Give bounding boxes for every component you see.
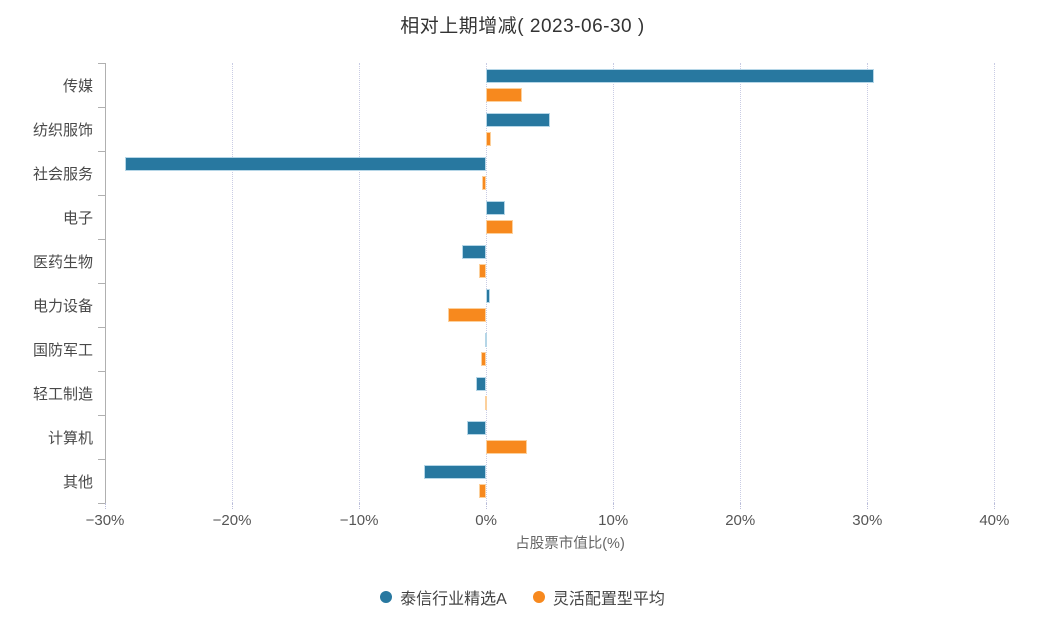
bar-series1 <box>481 352 487 366</box>
x-tick-label: 0% <box>475 512 497 529</box>
bar-series0 <box>467 421 487 435</box>
gridline <box>613 63 615 503</box>
legend-dot-icon <box>532 591 545 603</box>
bar-series0 <box>486 69 874 83</box>
x-tick-label: 30% <box>852 512 883 529</box>
category-label: 国防军工 <box>32 341 93 359</box>
bar-series1 <box>484 396 487 410</box>
y-axis-tick <box>98 63 105 64</box>
bar-series1 <box>486 132 492 146</box>
gridline <box>486 63 488 503</box>
gridline <box>359 63 361 503</box>
x-tick-label: 40% <box>979 512 1010 529</box>
y-axis-tick <box>98 107 105 108</box>
chart-title: 相对上期增减( 2023-06-30 ) <box>400 16 645 37</box>
x-axis-tick <box>740 503 742 509</box>
gridline <box>740 63 742 503</box>
bar-series0 <box>125 157 487 171</box>
category-label: 传媒 <box>62 77 93 95</box>
y-axis-tick <box>98 151 105 152</box>
gridline <box>867 63 869 503</box>
x-tick-label: −30% <box>85 512 125 529</box>
x-axis-tick <box>232 503 234 509</box>
category-label: 纺织服饰 <box>32 121 93 139</box>
x-tick-label: 20% <box>725 512 756 529</box>
category-label: 计算机 <box>47 429 93 447</box>
bar-series1 <box>486 440 527 454</box>
x-tick-label: −20% <box>212 512 252 529</box>
legend-dot-icon <box>380 591 393 603</box>
x-axis-tick <box>486 503 488 509</box>
legend: 泰信行业精选A 灵活配置型平均 <box>0 585 1045 609</box>
x-axis-tick <box>613 503 615 509</box>
bar-series0 <box>484 333 487 347</box>
category-label: 轻工制造 <box>32 385 93 403</box>
y-axis-tick <box>98 283 105 284</box>
bar-series1 <box>478 264 487 278</box>
legend-item-series-0[interactable]: 泰信行业精选A <box>380 585 507 609</box>
category-label: 医药生物 <box>32 253 93 271</box>
bar-series1 <box>482 176 487 190</box>
x-axis-tick <box>994 503 996 509</box>
category-label: 电子 <box>62 209 93 227</box>
y-axis-tick <box>98 327 105 328</box>
gridline <box>232 63 234 503</box>
legend-label-series-1: 灵活配置型平均 <box>552 591 665 608</box>
y-axis-line <box>105 63 106 503</box>
y-axis-tick <box>98 371 105 372</box>
x-axis-tick <box>359 503 361 509</box>
y-axis-tick <box>98 195 105 196</box>
x-axis-tick <box>105 503 106 509</box>
category-label: 电力设备 <box>32 297 93 315</box>
x-tick-label: −10% <box>339 512 379 529</box>
bar-series1 <box>486 88 522 102</box>
bar-series0 <box>486 113 550 127</box>
category-label: 其他 <box>62 473 93 491</box>
x-axis-tick <box>867 503 869 509</box>
y-axis-tick <box>98 239 105 240</box>
gridline <box>994 63 996 503</box>
x-axis-label: 占股票市值比(%) <box>515 536 625 552</box>
bar-series1 <box>448 308 487 322</box>
bar-series0 <box>486 201 506 215</box>
plot-area: 传媒纺织服饰社会服务电子医药生物电力设备国防军工轻工制造计算机其他 −30% −2… <box>33 63 1035 529</box>
bar-series0 <box>423 465 487 479</box>
bar-series0 <box>486 289 490 303</box>
y-axis-tick <box>98 503 105 504</box>
legend-label-series-0: 泰信行业精选A <box>400 591 507 608</box>
y-axis-tick <box>98 415 105 416</box>
bar-series1 <box>486 220 513 234</box>
bar-series0 <box>462 245 487 259</box>
x-tick-label: 10% <box>598 512 629 529</box>
bar-series1 <box>478 484 487 498</box>
y-axis-tick <box>98 459 105 460</box>
legend-item-series-1[interactable]: 灵活配置型平均 <box>532 585 665 609</box>
category-label: 社会服务 <box>32 165 93 183</box>
bar-series0 <box>475 377 487 391</box>
